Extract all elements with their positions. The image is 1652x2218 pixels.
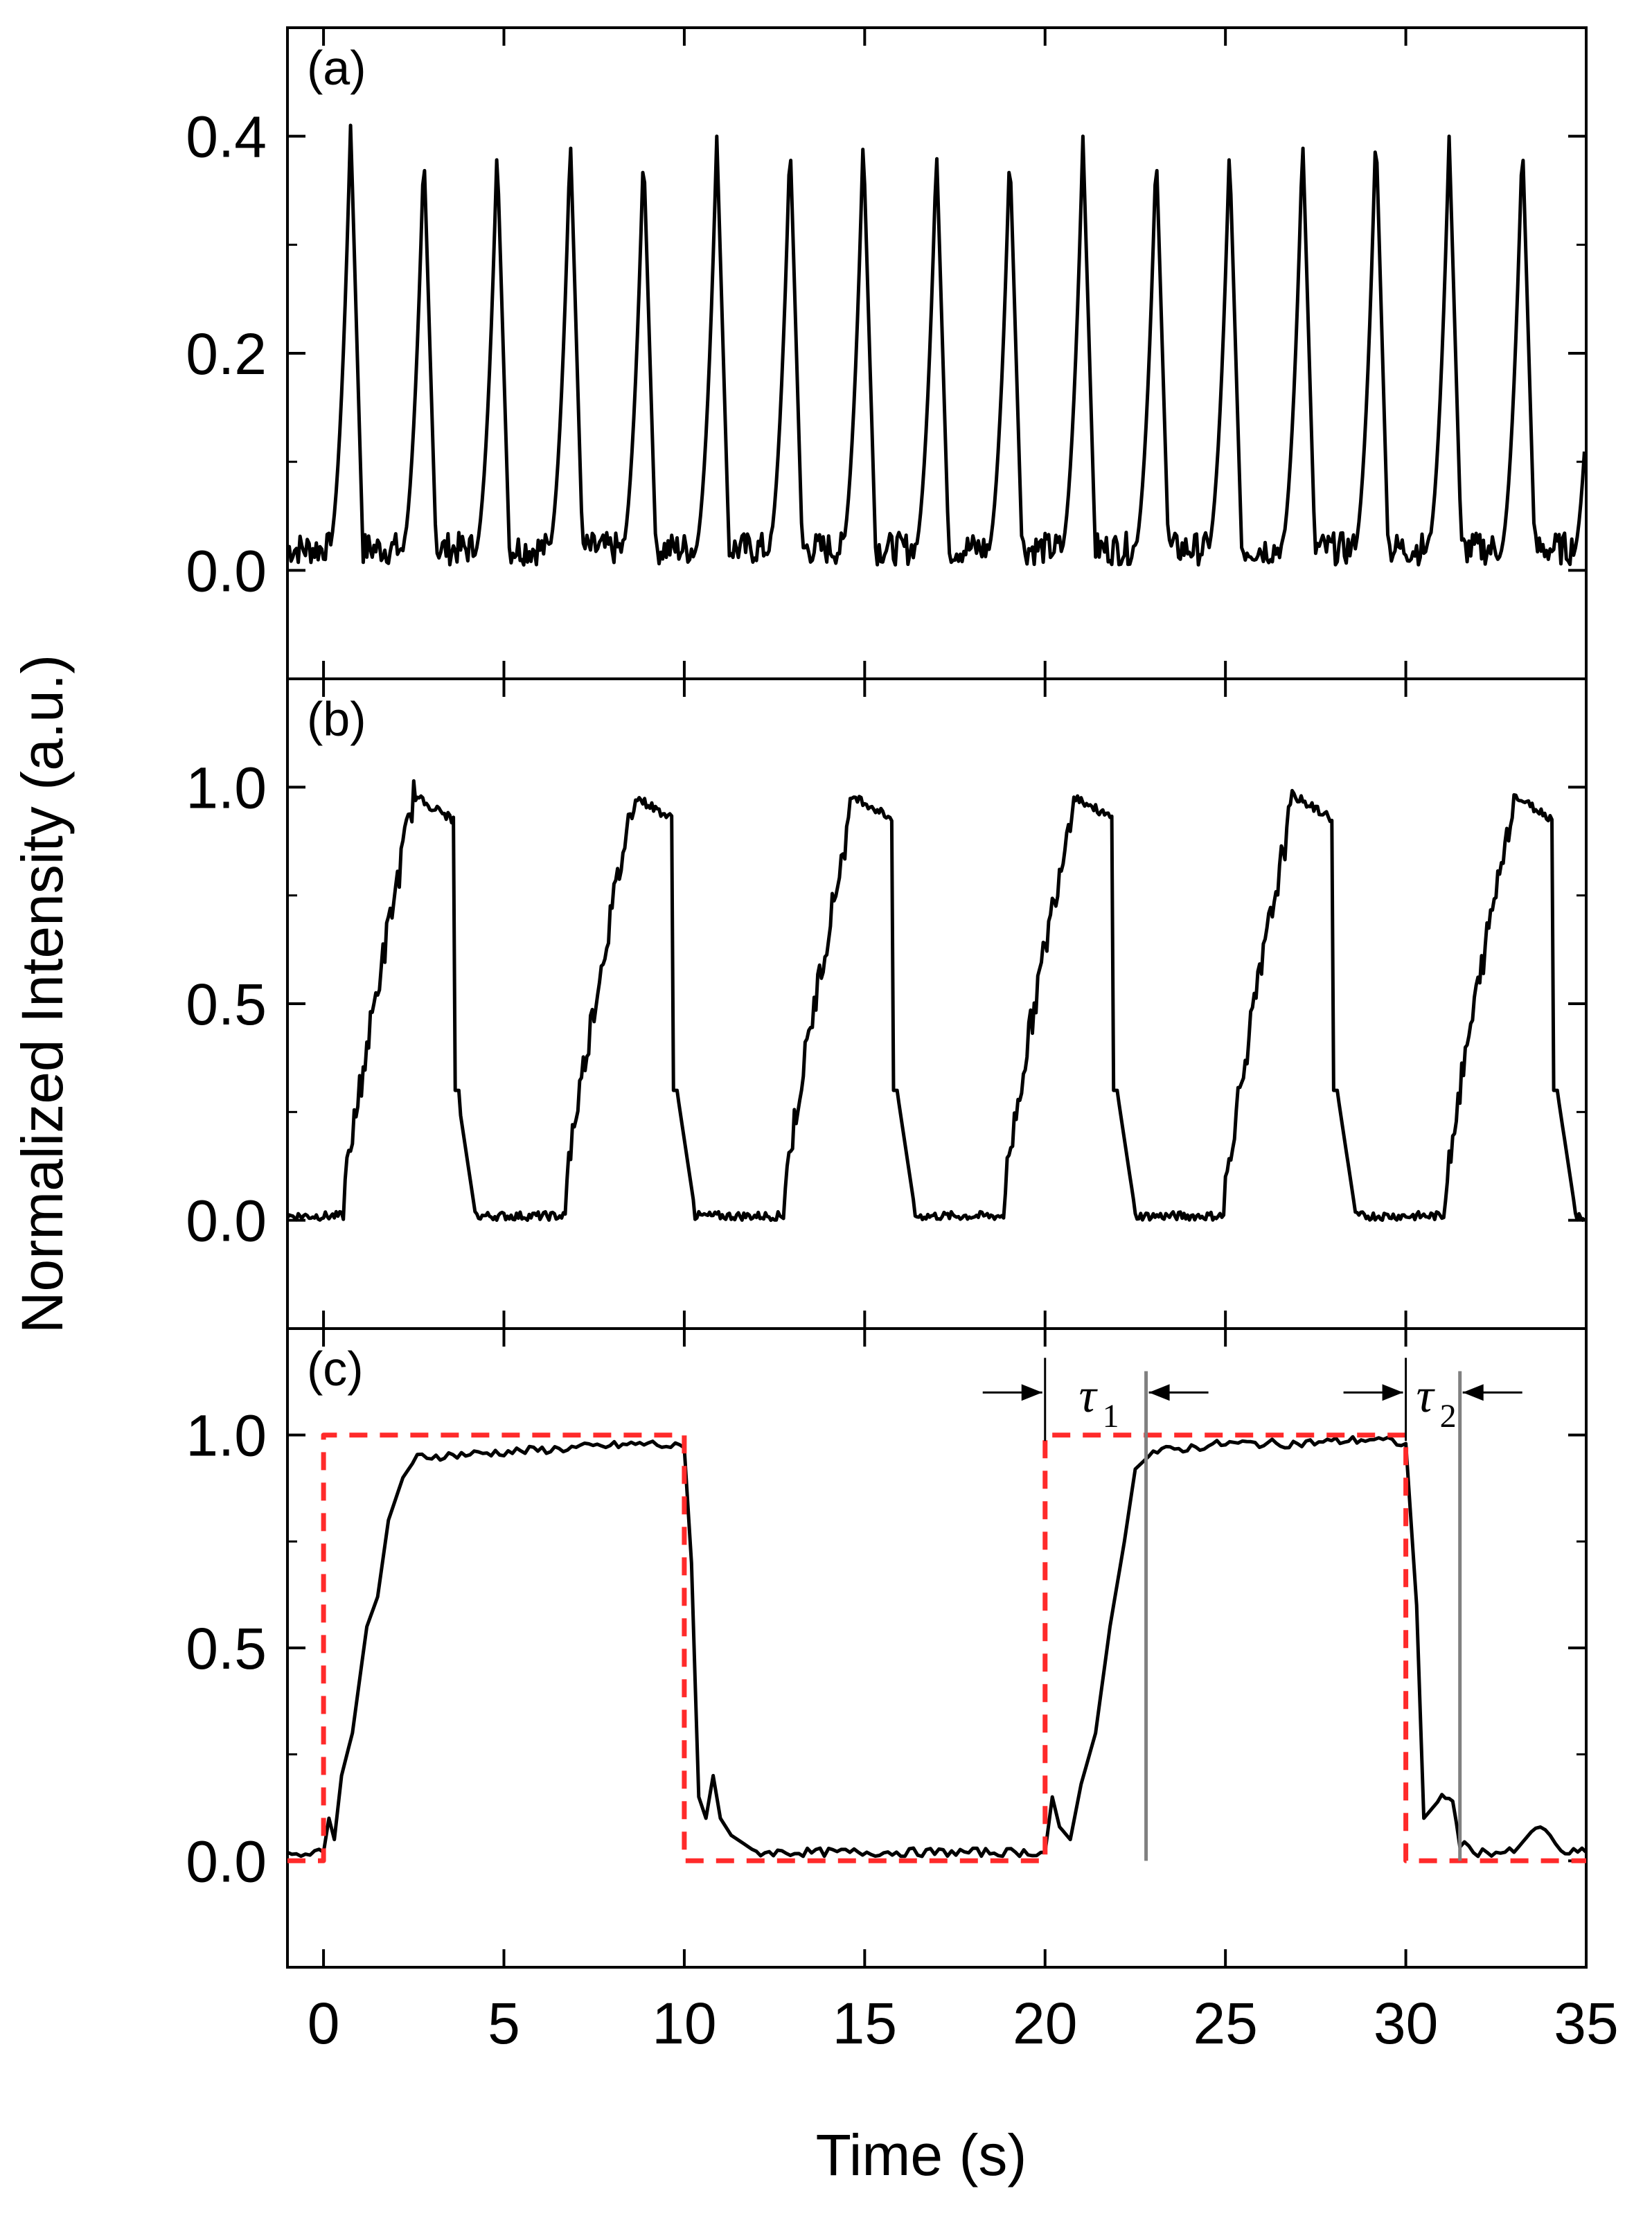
x-tick-label: 15: [833, 1991, 897, 2056]
y-tick-label: 0.0: [186, 1189, 267, 1254]
series-excitation: [287, 1432, 1586, 1863]
x-tick-label: 5: [488, 1991, 520, 2056]
plot-area: [287, 1371, 1586, 1863]
plot-frame: [286, 1327, 1588, 1969]
plot-frame: [286, 677, 1588, 1330]
y-tick-label: 0.5: [186, 1616, 267, 1681]
y-tick-label: 1.0: [186, 755, 267, 820]
series-signal: [287, 779, 1586, 1223]
y-tick-label: 0.0: [186, 538, 267, 603]
tau-symbol: τ: [1416, 1369, 1436, 1423]
arrowhead: [1021, 1384, 1042, 1401]
panels: 0.0 0.2 0.4 (a) 0.0 0.5 1.0 (b) 0.0 0.5 1.0 0 5 10 15 2…: [186, 26, 1619, 2056]
plot-area: [287, 123, 1586, 567]
panel-label: (c): [307, 1342, 364, 1396]
arrowhead: [1462, 1384, 1484, 1401]
panel-0: 0.0 0.2 0.4 (a): [186, 26, 1588, 680]
x-tick-label: 25: [1193, 1991, 1257, 2056]
panel-label: (a): [307, 41, 366, 95]
series-signal: [287, 123, 1586, 567]
tau-symbol: τ: [1079, 1369, 1099, 1423]
arrowhead: [1148, 1384, 1170, 1401]
arrowhead: [1382, 1384, 1403, 1401]
y-tick-label: 1.0: [186, 1403, 267, 1469]
y-tick-label: 0.4: [186, 105, 267, 170]
tau-subscript: 2: [1440, 1398, 1457, 1435]
plot-frame: [286, 26, 1588, 680]
shared-x-axis-label: Time (s): [816, 2122, 1027, 2188]
y-tick-label: 0.0: [186, 1829, 267, 1894]
x-tick-label: 35: [1554, 1991, 1618, 2056]
x-tick-label: 0: [308, 1991, 340, 2056]
x-tick-label: 30: [1374, 1991, 1438, 2056]
tau-subscript: 1: [1103, 1398, 1119, 1435]
panel-1: 0.0 0.5 1.0 (b): [186, 677, 1588, 1330]
y-tick-label: 0.5: [186, 972, 267, 1037]
series-response: [287, 1435, 1586, 1858]
plot-area: [287, 779, 1586, 1223]
panel-label: (b): [307, 692, 366, 746]
y-tick-label: 0.2: [186, 321, 267, 387]
panel-2: 0.00.51.00 5 10 15 20 25 30 35(c)τ 1 τ 2: [186, 1327, 1619, 2056]
x-tick-label: 10: [652, 1991, 716, 2056]
x-tick-label: 20: [1013, 1991, 1077, 2056]
shared-y-axis-label: Normalized Intensity (a.u.): [10, 655, 75, 1333]
